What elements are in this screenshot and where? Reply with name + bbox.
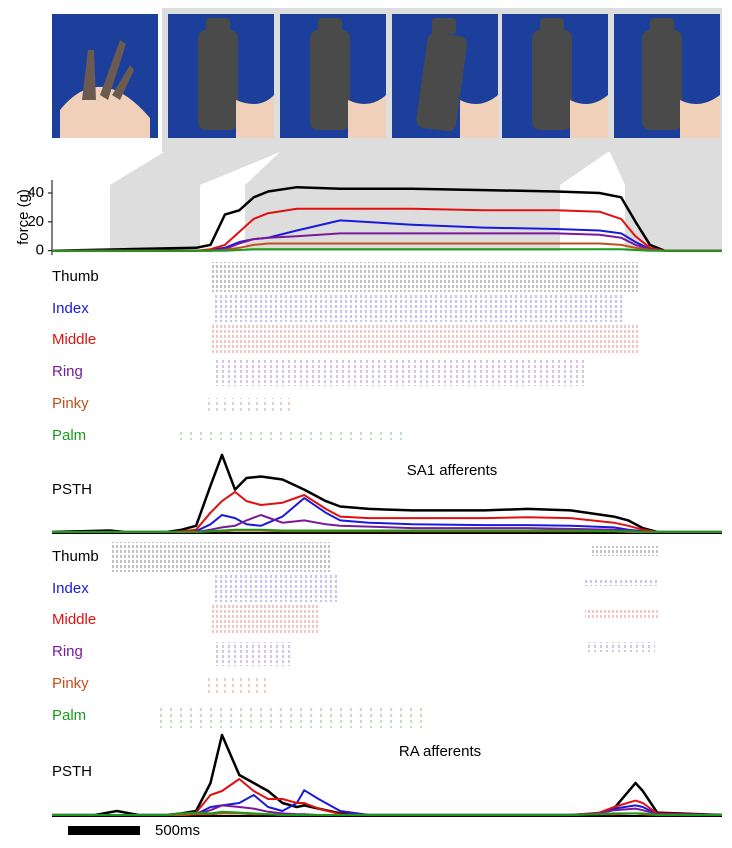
raster-label: Ring bbox=[52, 363, 83, 380]
psth-label: PSTH bbox=[52, 481, 92, 498]
raster-label: Index bbox=[52, 580, 89, 597]
psth-label: PSTH bbox=[52, 763, 92, 780]
series-line bbox=[52, 248, 722, 252]
series-line bbox=[52, 528, 722, 533]
y-tick-label: 20 bbox=[27, 213, 44, 230]
y-tick-label: 0 bbox=[36, 242, 44, 259]
raster-label: Index bbox=[52, 300, 89, 317]
panel-title: SA1 afferents bbox=[407, 462, 498, 479]
raster-label: Palm bbox=[52, 707, 86, 724]
series-line bbox=[52, 810, 722, 816]
raster-label: Ring bbox=[52, 643, 83, 660]
scale-bar-label: 500ms bbox=[155, 822, 200, 839]
raster-label: Middle bbox=[52, 331, 96, 348]
raster-label: Thumb bbox=[52, 548, 99, 565]
series-line bbox=[52, 789, 723, 816]
raster-label: Pinky bbox=[52, 395, 89, 412]
series-line bbox=[52, 490, 722, 533]
y-tick-label: 40 bbox=[27, 184, 44, 201]
raster-label: Palm bbox=[52, 427, 86, 444]
series-line bbox=[51, 185, 722, 252]
series-line bbox=[51, 453, 722, 534]
scale-bar bbox=[68, 826, 140, 835]
y-axis-label: force (g) bbox=[15, 189, 32, 245]
ra-raster bbox=[112, 542, 660, 728]
raster-label: Pinky bbox=[52, 675, 89, 692]
photo-strip bbox=[52, 8, 722, 251]
raster-label: Thumb bbox=[52, 268, 99, 285]
sa1-raster bbox=[175, 262, 640, 440]
series-line bbox=[52, 733, 723, 817]
panel-title: RA afferents bbox=[399, 743, 481, 760]
raster-label: Middle bbox=[52, 611, 96, 628]
series-line bbox=[52, 207, 722, 252]
